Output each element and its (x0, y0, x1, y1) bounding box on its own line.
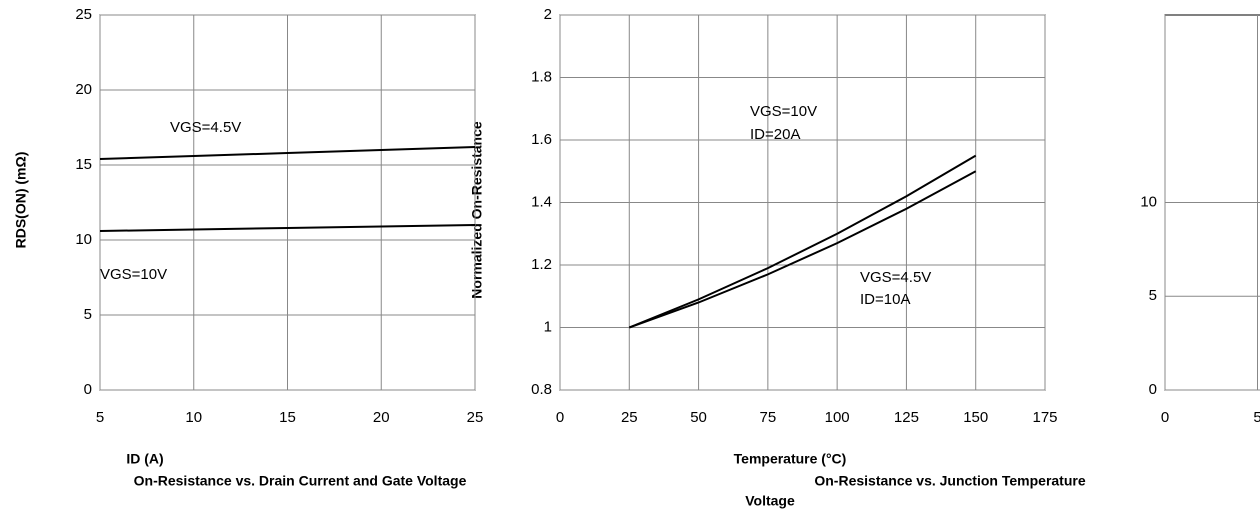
x-tick-label: 5 (1253, 409, 1260, 426)
y-tick-label: 25 (75, 6, 92, 23)
y-tick-label: 1 (544, 318, 552, 335)
y-tick-label: 0 (84, 381, 92, 398)
x-axis-label: Temperature (°C) (734, 451, 847, 467)
x-tick-label: 100 (825, 409, 850, 426)
series-line (628, 170, 977, 329)
x-tick-label: 10 (185, 409, 202, 426)
y-axis-label: RDS(ON) (mΩ) (13, 152, 29, 249)
x-tick-label: 175 (1032, 409, 1057, 426)
y-tick-label: 5 (84, 306, 92, 323)
x-tick-label: 20 (373, 409, 390, 426)
y-tick-label: 1.6 (531, 131, 552, 148)
x-tick-label: 0 (1161, 409, 1169, 426)
annotation: VGS=4.5V (170, 119, 241, 136)
x-tick-label: 25 (467, 409, 484, 426)
caption: Voltage (745, 493, 795, 509)
y-tick-label: 2 (544, 6, 552, 23)
x-tick-label: 5 (96, 409, 104, 426)
annotation: ID=20A (750, 126, 800, 143)
series-line (99, 146, 476, 160)
x-tick-label: 0 (556, 409, 564, 426)
annotation: VGS=4.5V (860, 269, 931, 286)
annotation: VGS=10V (750, 103, 817, 120)
series-line (99, 224, 476, 232)
y-tick-label: 1.2 (531, 256, 552, 273)
x-tick-label: 150 (963, 409, 988, 426)
caption: On-Resistance vs. Drain Current and Gate… (134, 473, 467, 489)
y-tick-label: 15 (75, 156, 92, 173)
y-tick-label: 5 (1149, 287, 1157, 304)
caption: On-Resistance vs. Junction Temperature (814, 473, 1085, 489)
series-line (628, 154, 977, 329)
y-tick-label: 0.8 (531, 381, 552, 398)
y-tick-label: 10 (75, 231, 92, 248)
annotation: ID=10A (860, 291, 910, 308)
y-tick-label: 20 (75, 81, 92, 98)
x-tick-label: 15 (279, 409, 296, 426)
y-tick-label: 1.4 (531, 193, 552, 210)
x-axis-label: ID (A) (126, 451, 163, 467)
x-tick-label: 125 (894, 409, 919, 426)
x-tick-label: 25 (621, 409, 638, 426)
y-tick-label: 0 (1149, 381, 1157, 398)
x-tick-label: 75 (760, 409, 777, 426)
annotation: VGS=10V (100, 266, 167, 283)
y-tick-label: 1.8 (531, 68, 552, 85)
y-tick-label: 10 (1140, 193, 1157, 210)
x-tick-label: 50 (690, 409, 707, 426)
